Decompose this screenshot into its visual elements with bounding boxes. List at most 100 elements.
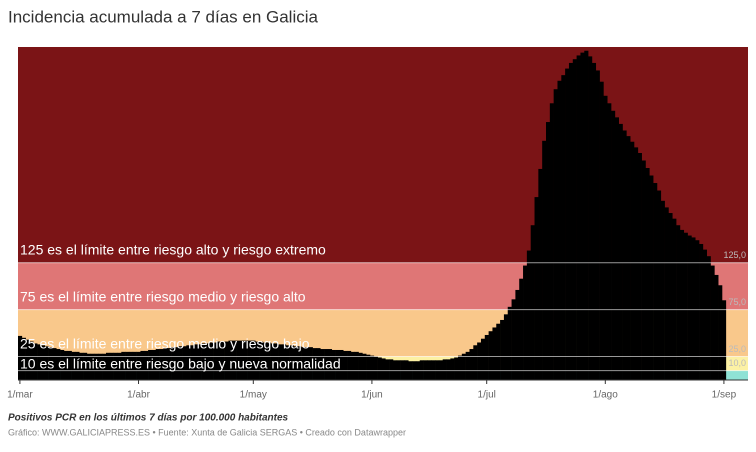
annotation: 10 es el límite entre riesgo bajo y nuev… [20,355,341,371]
bar [515,289,520,380]
bar [519,278,524,380]
bar [102,353,107,380]
bar [350,351,355,380]
bar [450,358,455,380]
bar [718,285,723,380]
bar [354,351,359,380]
bar [503,314,509,380]
bar [228,340,233,380]
bar [48,347,53,380]
bar [454,357,459,380]
bar [687,235,692,380]
bar [679,229,685,380]
bar [389,359,394,380]
bar [618,123,623,381]
bar [469,349,474,380]
bar [232,340,237,380]
bar [128,351,134,380]
bar [251,340,256,380]
bar [343,350,348,380]
bar [56,349,61,380]
bar [480,338,486,380]
bar [664,207,669,380]
bar [159,349,164,380]
bar [136,351,141,380]
bar [526,250,531,380]
bar [224,341,229,380]
bar [98,353,103,380]
bar [546,122,551,381]
bar [584,50,589,381]
bar [500,319,505,380]
bar [557,80,562,380]
bar [649,175,654,380]
bar [278,344,283,380]
bar [699,243,704,380]
bar [144,350,149,380]
bar [534,197,539,380]
bar [672,218,677,380]
x-tick-label: 1/may [240,390,267,401]
bar [530,225,535,380]
bar [630,141,635,380]
bar [67,350,72,380]
bar [205,343,210,380]
bar [75,351,80,380]
bar [645,168,650,380]
bar [714,274,719,380]
bar [722,300,727,380]
bar [178,346,183,380]
bar [316,348,321,380]
bar [553,89,558,380]
x-tick-label: 1/sep [712,390,737,401]
bar [576,55,581,380]
bar [83,352,88,380]
bar [549,103,554,381]
x-tick-label: 1/ago [593,390,618,401]
bar [465,351,470,380]
bar [40,345,46,380]
bar [626,136,631,380]
bar [335,349,340,380]
bar [477,342,482,380]
bar [266,342,271,380]
bar [209,342,214,380]
bar [21,337,26,380]
bar [358,352,363,380]
bar [523,265,528,380]
bar [163,348,168,380]
bar [132,351,137,380]
bar [109,352,114,380]
bar [442,359,447,380]
annotation: 125 es el límite entre riesgo alto y rie… [20,241,326,257]
bar [259,341,264,380]
bar [488,331,493,380]
subtitle: Positivos PCR en los últimos 7 días por … [8,413,289,424]
bar [622,130,627,380]
bar [243,340,248,380]
x-tick-label: 1/jul [478,390,496,401]
bar [44,346,49,380]
bar [572,59,577,380]
bar [656,190,662,380]
bar [151,349,157,380]
bar [25,339,30,380]
bar [511,299,516,380]
bar [186,345,191,380]
bar [660,200,665,380]
bar [362,353,367,380]
bar [492,327,497,380]
bar [320,349,325,380]
bar [473,345,478,380]
bar [94,353,99,380]
bar [262,342,267,380]
bar [285,345,290,380]
bar [90,353,95,380]
bar [588,56,593,381]
bar [373,356,378,380]
bar [297,346,302,380]
bar [182,346,187,380]
bar [117,352,122,380]
bar [194,344,199,380]
